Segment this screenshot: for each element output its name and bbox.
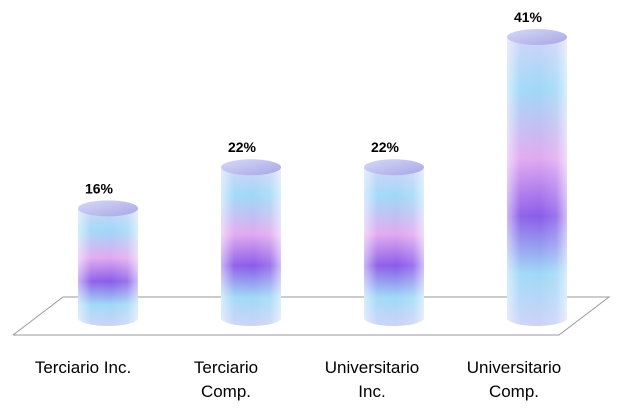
bar-1 bbox=[78, 200, 138, 326]
bar-top bbox=[221, 159, 281, 176]
x-tick-label: Terciario Inc. bbox=[35, 358, 131, 377]
bar-shading bbox=[221, 167, 281, 326]
x-tick-labels-group: Terciario Inc. Terciario Comp. Universitari… bbox=[35, 358, 561, 401]
x-tick-label: Terciario Comp. bbox=[194, 358, 258, 401]
data-labels-group: 16% 22% 22% 41% bbox=[85, 9, 543, 196]
data-label: 22% bbox=[371, 139, 400, 155]
bar-top bbox=[78, 200, 138, 217]
data-label: 16% bbox=[85, 180, 114, 196]
x-tick-label: Universitario Comp. bbox=[467, 358, 561, 401]
floor bbox=[12, 296, 611, 336]
data-label: 22% bbox=[228, 139, 257, 155]
bars-group bbox=[78, 29, 567, 326]
bar-2 bbox=[221, 159, 281, 326]
floor-line bbox=[12, 296, 611, 336]
bar-shading bbox=[364, 167, 424, 326]
bar-3 bbox=[364, 159, 424, 326]
bar-top bbox=[507, 29, 567, 45]
data-label: 41% bbox=[514, 9, 543, 25]
bar-shading bbox=[78, 208, 138, 326]
x-tick-label: Universitario Inc. bbox=[325, 358, 419, 401]
bar-4 bbox=[507, 29, 567, 326]
bar-shading bbox=[507, 37, 567, 326]
bar-top bbox=[364, 159, 424, 176]
